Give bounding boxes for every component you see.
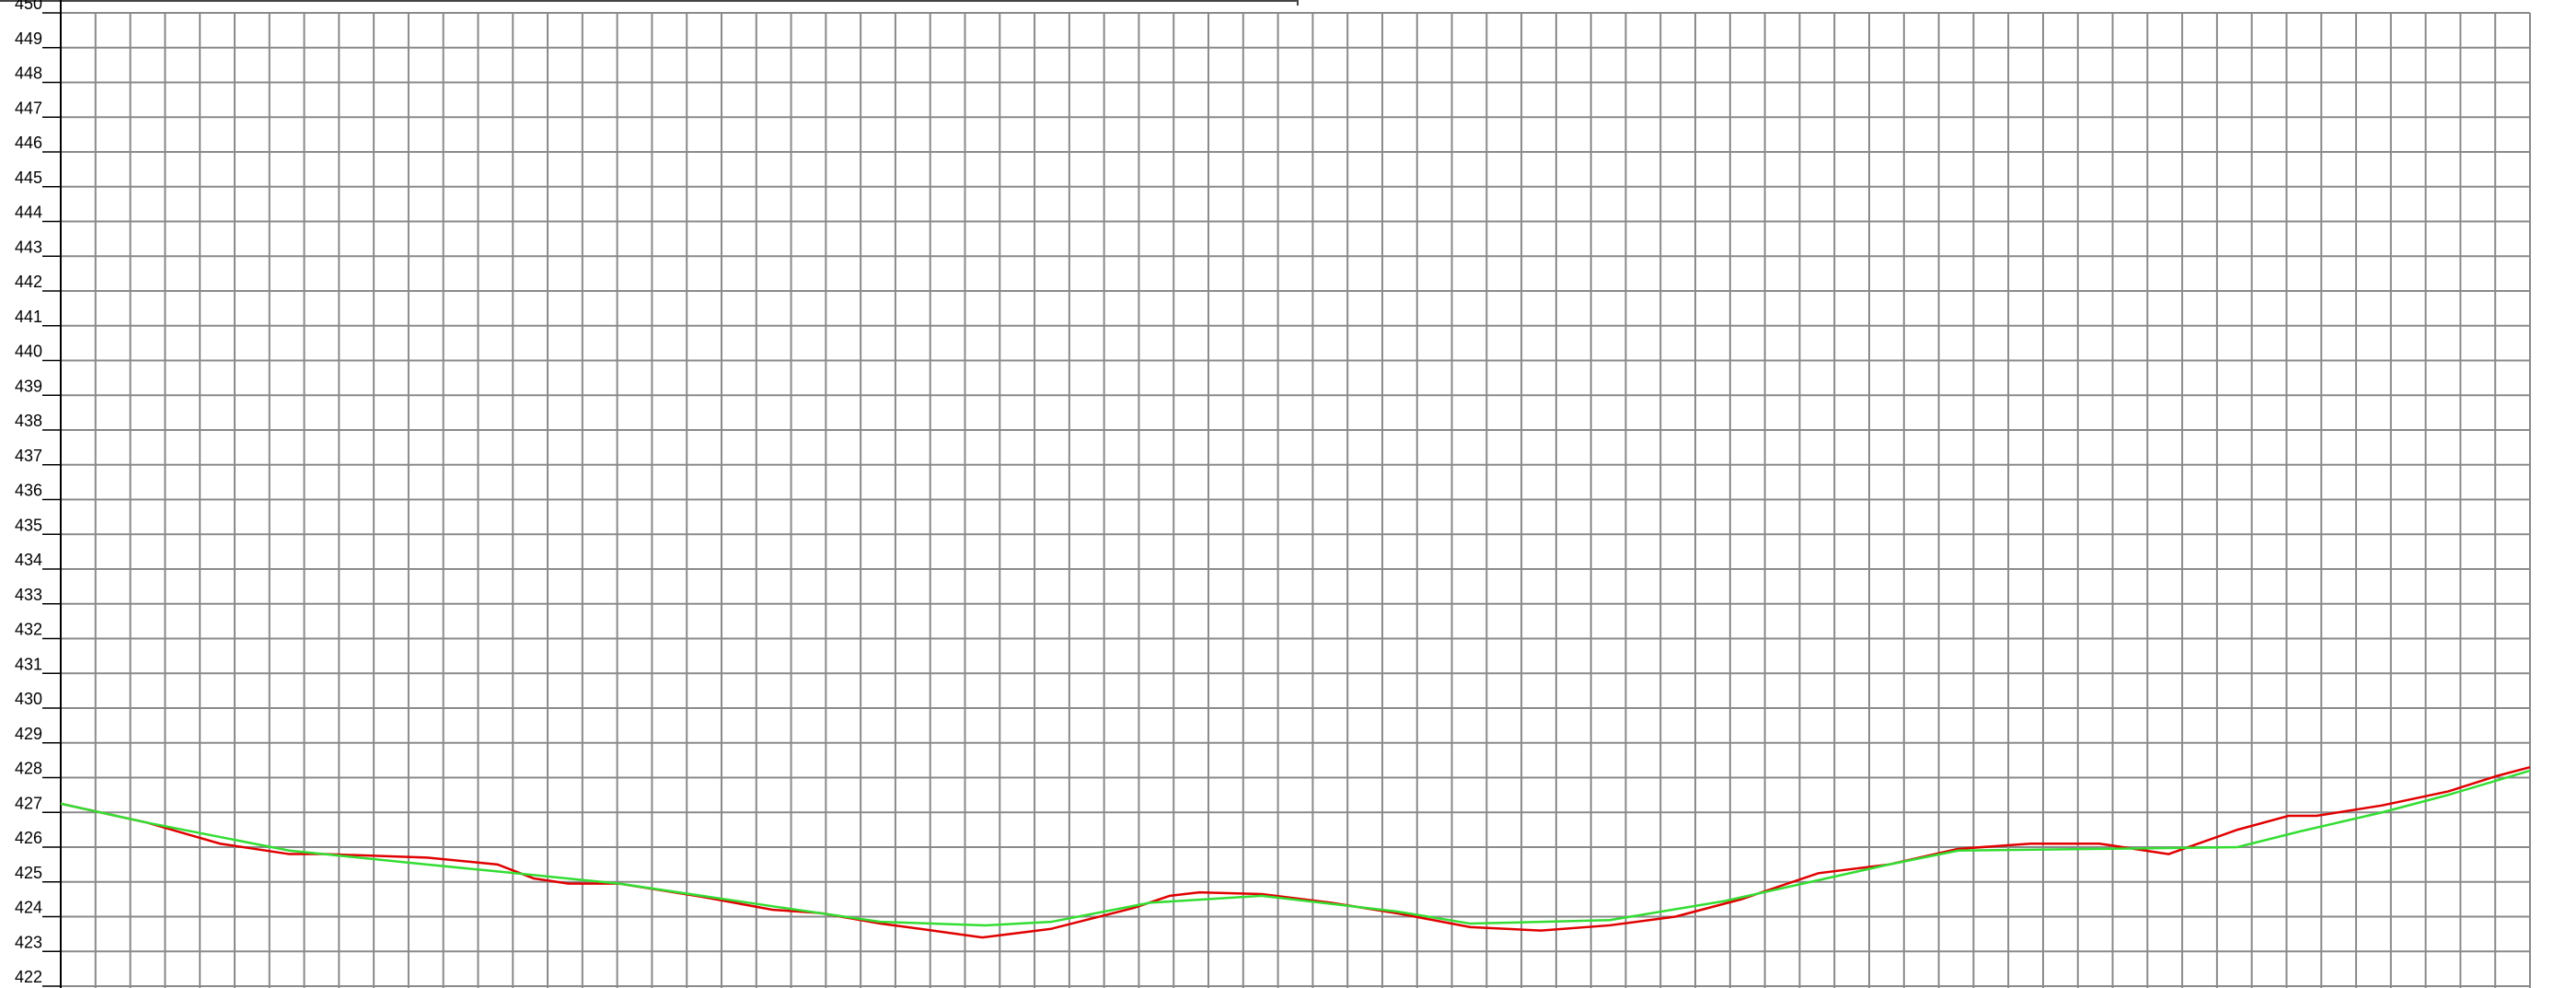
y-tick-label: 450 [15, 0, 42, 13]
y-tick-label: 423 [15, 933, 42, 951]
y-tick-label: 433 [15, 586, 42, 604]
y-tick-label: 447 [15, 99, 42, 117]
y-tick-label: 444 [15, 203, 42, 222]
y-tick-label: 440 [15, 343, 42, 361]
series-line [60, 769, 2531, 927]
y-tick-label: 429 [15, 725, 42, 743]
y-tick-label: 442 [15, 273, 42, 291]
y-tick-label: 435 [15, 516, 42, 534]
y-tick-label: 448 [15, 64, 42, 83]
y-tick-label: 426 [15, 829, 42, 847]
y-tick-label: 422 [15, 968, 42, 986]
y-tick-label: 424 [15, 899, 42, 917]
y-tick-label: 437 [15, 447, 42, 465]
y-tick-label: 425 [15, 864, 42, 882]
y-tick-label: 445 [15, 169, 42, 187]
y-tick-label: 427 [15, 794, 42, 812]
y-tick-label: 438 [15, 412, 42, 430]
y-tick-label: 436 [15, 482, 42, 500]
y-tick-label: 430 [15, 690, 42, 708]
y-tick-label: 439 [15, 377, 42, 395]
y-tick-label: 441 [15, 308, 42, 326]
series-line [60, 765, 2531, 939]
y-tick-label: 434 [15, 551, 42, 569]
y-tick-label: 428 [15, 760, 42, 778]
y-tick-label: 449 [15, 29, 42, 48]
y-tick-label: 432 [15, 621, 42, 639]
y-tick-label: 446 [15, 134, 42, 152]
y-tick-label: 443 [15, 238, 42, 256]
y-tick-label: 431 [15, 655, 42, 673]
